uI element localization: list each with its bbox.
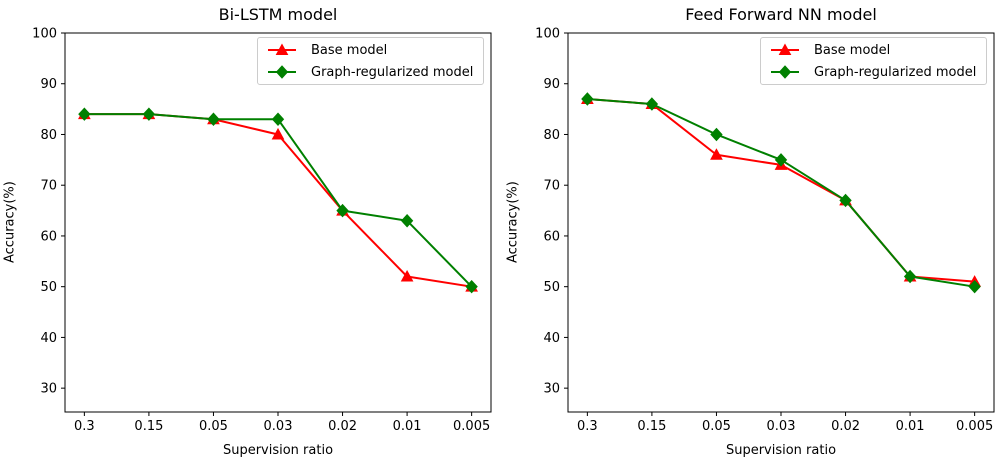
y-tick-label: 60 [543, 229, 560, 244]
series-line-1 [587, 97, 975, 288]
y-tick-label: 90 [40, 77, 57, 92]
series-1-marker [839, 193, 852, 208]
legend-item-graph-regularized: Graph-regularized model [761, 61, 986, 83]
series-1-marker [336, 203, 349, 218]
y-tick-label: 90 [543, 77, 560, 92]
y-axis-label: Accuracy(%) [505, 181, 521, 264]
y-tick-label: 100 [32, 26, 57, 41]
x-axis-label: Supervision ratio [725, 443, 837, 458]
axes-spines [64, 32, 492, 413]
x-tick-label: 0.02 [328, 419, 357, 434]
y-tick-label: 50 [543, 280, 560, 295]
x-tick-label: 0.02 [831, 419, 860, 434]
series-1-marker [774, 153, 788, 167]
x-tick-label: 0.05 [702, 419, 731, 434]
y-tick-label: 30 [40, 382, 57, 397]
y-axis-label: Accuracy(%) [2, 181, 18, 264]
chart-canvas-ffnn: 30 40 50 60 70 80 90 100 0.3 0.15 0.05 0.03 0.02 0.01… [535, 26, 995, 434]
series-line-0 [84, 113, 472, 288]
series-1-marker [78, 107, 91, 121]
x-tick-label: 0.05 [199, 419, 228, 434]
red-triangle-line-icon [268, 43, 296, 55]
chart-canvas-bilstm: 30 40 50 60 70 80 90 100 0.3 0.15 0.05 0.03 0.02 0.01… [32, 26, 492, 434]
legend-item-base-model: Base model [258, 39, 483, 61]
x-tick-label: 0.15 [134, 419, 163, 434]
legend-label: Graph-regularized model [311, 64, 474, 80]
legend-item-base-model: Base model [761, 39, 986, 61]
series-1-marker [968, 279, 981, 294]
series-1-marker [710, 127, 723, 142]
x-tick-label: 0.01 [393, 419, 422, 434]
legend-sample-marker [778, 65, 792, 79]
green-diamond-line-icon [268, 65, 296, 79]
y-tick-label: 60 [40, 229, 57, 244]
x-tick-label: 0.3 [577, 419, 598, 434]
chart-title: Feed Forward NN model [685, 5, 877, 24]
y-tick-label: 40 [40, 331, 57, 346]
x-axis-label: Supervision ratio [222, 443, 334, 458]
legend-sample-marker [275, 65, 289, 79]
legend-label: Base model [311, 42, 388, 58]
series-1-marker [400, 213, 414, 228]
x-tick-label: 0.03 [264, 419, 293, 434]
x-tick-label: 0.01 [896, 419, 925, 434]
series-1-marker [465, 279, 478, 294]
y-tick-label: 50 [40, 280, 57, 295]
y-tick-label: 80 [543, 128, 560, 143]
legend-sample-marker [778, 43, 792, 55]
red-triangle-line-icon [771, 43, 799, 55]
legend-label: Base model [814, 42, 891, 58]
y-tick-label: 30 [543, 382, 560, 397]
subplot-bilstm: 30 40 50 60 70 80 90 100 0.3 0.15 0.05 0.03 0.02 0.01… [2, 5, 492, 458]
y-tick-label: 80 [40, 128, 57, 143]
series-1-marker [645, 97, 659, 111]
series-1-marker [903, 269, 917, 284]
subplot-feedforward-nn: 30 40 50 60 70 80 90 100 0.3 0.15 0.05 0.03 0.02 0.01… [503, 0, 1006, 470]
series-1-marker [207, 112, 220, 126]
legend: Base model Graph-regularized model [760, 37, 987, 85]
legend: Base model Graph-regularized model [257, 37, 484, 85]
y-tick-label: 100 [535, 26, 560, 41]
series-0-marker [271, 127, 285, 140]
legend-item-graph-regularized: Graph-regularized model [258, 61, 483, 83]
x-tick-label: 0.005 [956, 419, 993, 434]
green-diamond-line-icon [771, 65, 799, 79]
x-tick-label: 0.03 [767, 419, 796, 434]
y-tick-label: 70 [543, 179, 560, 194]
axes-spines [567, 32, 995, 413]
y-tick-label: 70 [40, 179, 57, 194]
series-0-marker [400, 269, 414, 282]
series-1-marker [581, 92, 594, 106]
series-1-marker [142, 107, 156, 121]
legend-sample-marker [275, 43, 289, 55]
series-line-0 [587, 97, 975, 283]
series-line-1 [84, 113, 473, 288]
legend-label: Graph-regularized model [814, 64, 977, 80]
y-tick-label: 40 [543, 331, 560, 346]
series-1-marker [271, 112, 285, 126]
x-tick-label: 0.3 [74, 419, 95, 434]
series-0-marker [710, 148, 723, 160]
x-tick-label: 0.15 [637, 419, 666, 434]
x-tick-label: 0.005 [453, 419, 490, 434]
chart-title: Bi-LSTM model [218, 5, 338, 24]
